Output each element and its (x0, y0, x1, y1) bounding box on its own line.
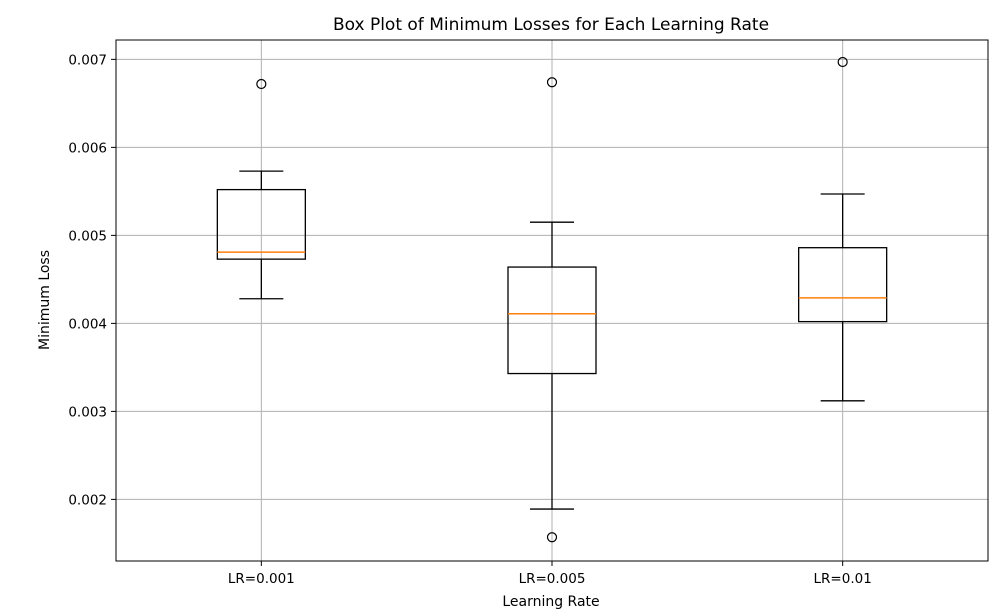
x-tick-label: LR=0.01 (814, 571, 872, 587)
y-tick-label: 0.003 (68, 404, 107, 420)
outlier-point (256, 78, 267, 90)
chart-title: Box Plot of Minimum Losses for Each Lear… (333, 15, 769, 35)
box-iqr (216, 188, 306, 260)
y-tick-label: 0.005 (68, 228, 107, 244)
box-group (798, 56, 888, 402)
boxes-layer (216, 56, 888, 543)
box-group (216, 78, 306, 300)
grid-layer (116, 40, 988, 561)
box-group (507, 77, 597, 543)
outlier-point (546, 532, 558, 543)
outlier-point (837, 56, 848, 68)
y-tick-label: 0.006 (68, 140, 107, 156)
x-tick-label: LR=0.001 (228, 571, 295, 587)
x-axis-label: Learning Rate (502, 594, 599, 610)
y-tick-label: 0.007 (68, 52, 107, 68)
y-tick-label: 0.002 (68, 492, 107, 508)
outlier-point (546, 77, 558, 88)
box-iqr (798, 247, 888, 323)
box-iqr (507, 266, 597, 375)
ticks-layer: 0.002 0.003 0.004 0.005 0.006 0.007 LR=0.001 LR… (68, 52, 871, 587)
y-axis-label: Minimum Loss (37, 250, 53, 350)
y-tick-label: 0.004 (68, 316, 107, 332)
x-tick-label: LR=0.005 (519, 571, 586, 587)
